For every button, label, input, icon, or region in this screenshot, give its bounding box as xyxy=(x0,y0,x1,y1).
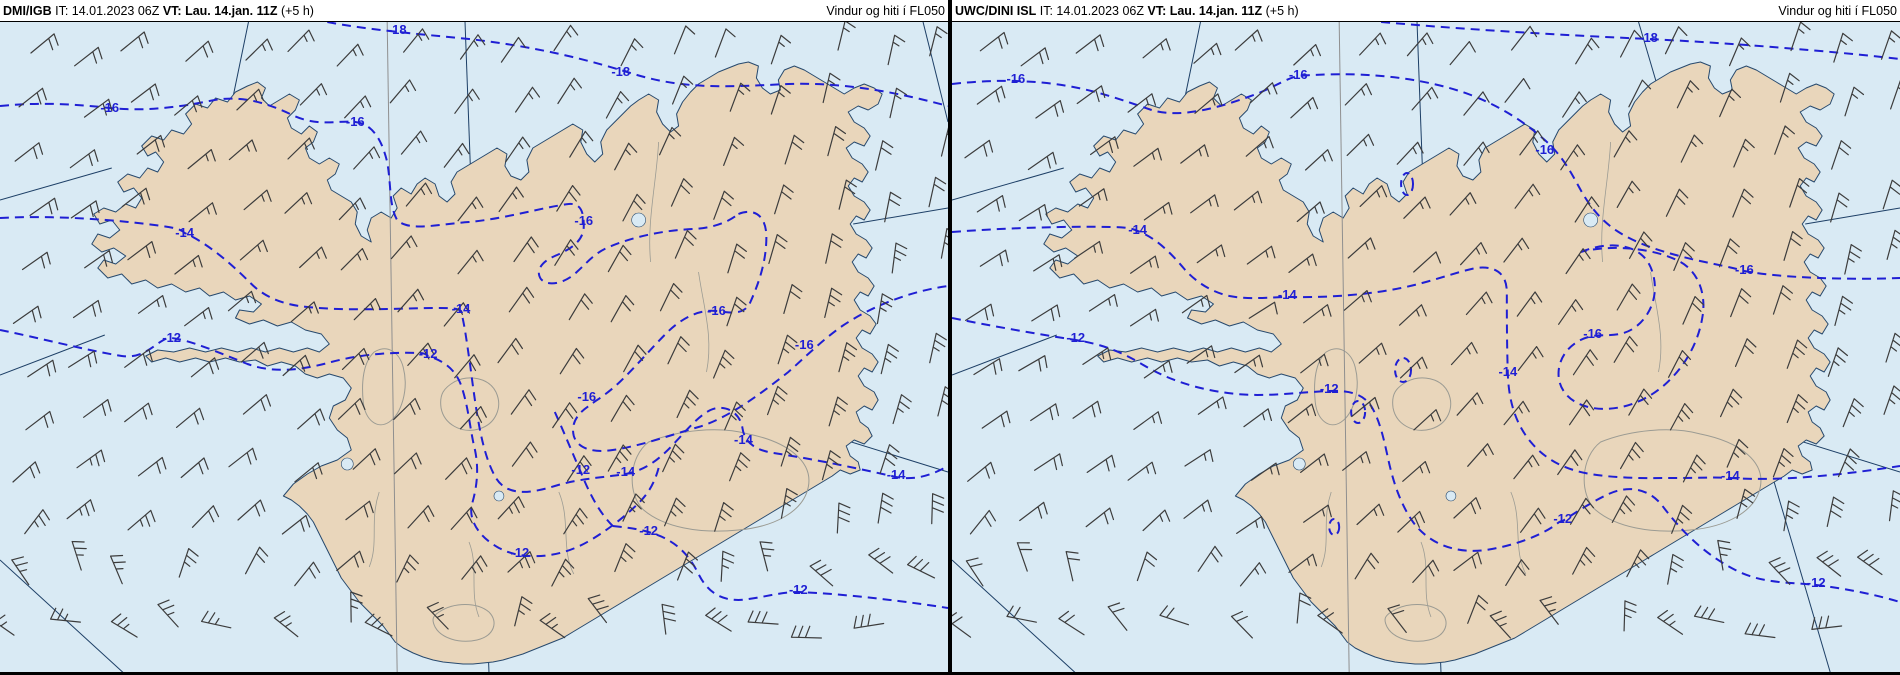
isotherm-label: -12 xyxy=(1066,330,1085,345)
isotherm-label: -12 xyxy=(162,330,181,345)
panel-divider xyxy=(948,0,952,675)
model-name: DMI/IGB xyxy=(3,3,52,18)
isotherm-label: -14 xyxy=(1498,364,1518,379)
isotherm-label: -16 xyxy=(346,114,365,129)
isotherm-label: -14 xyxy=(887,467,907,482)
isotherm-label: -14 xyxy=(452,301,472,316)
isotherm-label: -12 xyxy=(1320,381,1339,396)
isotherm-label: -12 xyxy=(1807,575,1826,590)
panel-right-header-text: UWC/DINI ISL IT: 14.01.2023 06Z VT: Lau.… xyxy=(955,4,1299,18)
isotherm-label: -16 xyxy=(577,389,596,404)
wind-barbs xyxy=(952,22,1900,639)
product-title: Vindur og hiti í FL050 xyxy=(1778,3,1897,18)
init-time-label: IT: xyxy=(55,3,69,18)
isotherm-label: -18 xyxy=(1639,30,1658,45)
isotherm-label: -14 xyxy=(175,225,195,240)
forecast-offset: (+5 h) xyxy=(280,3,314,18)
isotherm-label: -16 xyxy=(1535,142,1554,157)
isotherm-labels: -18 -18 -16 -16 -14 -16 -14 -16 -16 -12 -12 -16 -12 -… xyxy=(100,22,906,597)
isotherm-labels: -18 -16 -16 -16 -14 -16 -14 -12 -16 -14 -12 -14 -12 -… xyxy=(1007,30,1826,590)
isotherm-label: -14 xyxy=(1278,287,1298,302)
terrain-contours xyxy=(1292,141,1762,642)
isotherm-label: -16 xyxy=(1583,326,1602,341)
weather-map-right: -18 -16 -16 -16 -14 -16 -14 -12 -16 -14 -12 -14 -12 -… xyxy=(952,22,1900,672)
map-right-wrap: -18 -16 -16 -16 -14 -16 -14 -12 -16 -14 -12 -14 -12 -… xyxy=(952,21,1900,675)
iceland-landmass xyxy=(91,61,883,665)
panel-left-header-text: DMI/IGB IT: 14.01.2023 06Z VT: Lau. 14.j… xyxy=(3,4,314,18)
panel-left: DMI/IGB IT: 14.01.2023 06Z VT: Lau. 14.j… xyxy=(0,0,948,675)
isotherm-label: -16 xyxy=(1007,71,1026,86)
wind-barbs xyxy=(0,22,948,639)
iceland-landmass xyxy=(1043,61,1835,665)
graticule-over xyxy=(386,22,398,672)
isotherm-label: -18 xyxy=(611,64,630,79)
terrain-contours xyxy=(340,141,810,642)
isotherm-label: -16 xyxy=(795,337,814,352)
isotherm-label: -14 xyxy=(734,432,754,447)
isotherm-label: -12 xyxy=(571,462,590,477)
isotherm-label: -12 xyxy=(511,545,530,560)
isotherm-label: -14 xyxy=(1721,468,1741,483)
isotherm-label: -16 xyxy=(1289,67,1308,82)
graticule-over xyxy=(1338,22,1350,672)
valid-time: Lau. 14.jan. 11Z xyxy=(185,3,278,18)
init-time-label: IT: xyxy=(1039,3,1053,18)
panel-left-header: DMI/IGB IT: 14.01.2023 06Z VT: Lau. 14.j… xyxy=(0,0,948,21)
isotherm-label: -14 xyxy=(616,464,636,479)
isotherm-label: -14 xyxy=(1128,222,1148,237)
isotherm-label: -12 xyxy=(1553,511,1572,526)
isotherm-label: -16 xyxy=(100,100,119,115)
product-title: Vindur og hiti í FL050 xyxy=(826,3,945,18)
isotherm-label: -12 xyxy=(639,523,658,538)
isotherm-label: -16 xyxy=(707,303,726,318)
isotherm-label: -12 xyxy=(419,346,438,361)
model-name: UWC/DINI ISL xyxy=(955,3,1037,18)
weather-map-left: -18 -18 -16 -16 -14 -16 -14 -16 -16 -12 -12 -16 -12 -… xyxy=(0,22,948,672)
isotherm-label: -16 xyxy=(1735,262,1754,277)
valid-time-label: VT: xyxy=(162,3,182,18)
isotherm-label: -12 xyxy=(789,582,808,597)
valid-time-label: VT: xyxy=(1147,3,1167,18)
valid-time: Lau. 14.jan. 11Z xyxy=(1169,3,1263,18)
isotherms xyxy=(0,22,948,609)
isotherm-label: -18 xyxy=(388,22,407,37)
panel-right: UWC/DINI ISL IT: 14.01.2023 06Z VT: Lau.… xyxy=(952,0,1900,675)
init-time: 14.01.2023 06Z xyxy=(1056,3,1144,18)
init-time: 14.01.2023 06Z xyxy=(71,3,160,18)
isotherm-label: -16 xyxy=(574,213,593,228)
map-left-wrap: -18 -18 -16 -16 -14 -16 -14 -16 -16 -12 -12 -16 -12 -… xyxy=(0,21,948,675)
panel-right-header: UWC/DINI ISL IT: 14.01.2023 06Z VT: Lau.… xyxy=(952,0,1900,21)
forecast-offset: (+5 h) xyxy=(1265,3,1299,18)
